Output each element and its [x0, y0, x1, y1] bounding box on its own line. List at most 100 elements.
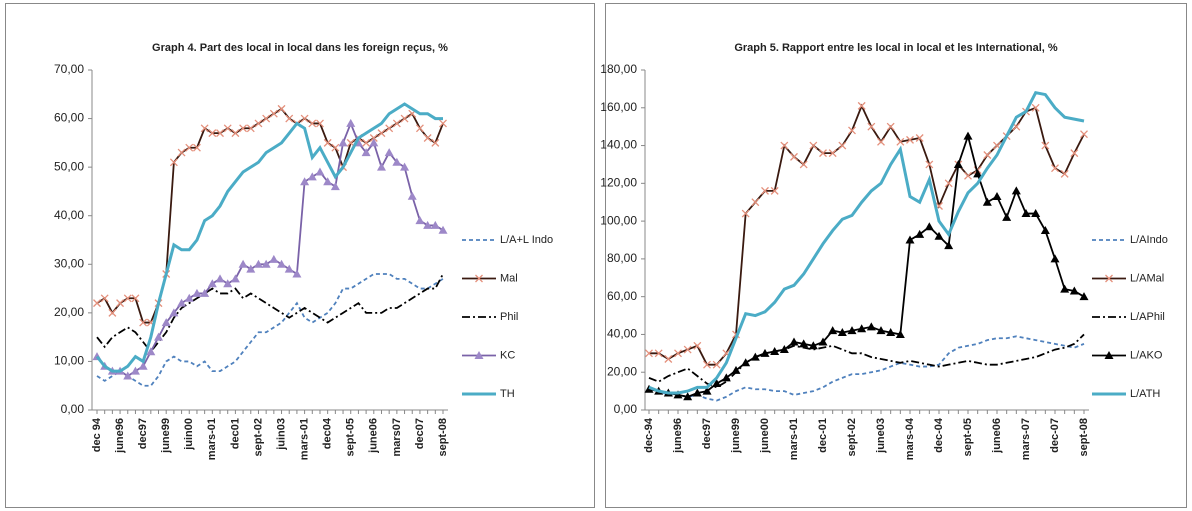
marker	[886, 122, 895, 131]
marker	[925, 160, 934, 169]
marker	[760, 348, 770, 357]
marker	[269, 254, 279, 263]
y-tick-label: 40,00	[607, 327, 637, 341]
x-tick-label: june03	[875, 418, 887, 454]
x-tick-label: june99	[730, 418, 742, 454]
legend-label: L/A+L Indo	[500, 234, 553, 246]
y-tick-label: 0,00	[61, 402, 85, 416]
marker	[1021, 209, 1031, 218]
marker	[239, 124, 248, 133]
marker	[184, 293, 194, 302]
marker	[944, 241, 954, 250]
x-tick-label: mars-07	[1020, 418, 1032, 460]
marker	[693, 341, 702, 350]
marker	[789, 337, 799, 346]
marker	[269, 109, 278, 118]
marker	[1041, 141, 1050, 150]
marker	[761, 186, 769, 195]
marker	[284, 264, 294, 273]
marker	[1060, 284, 1070, 293]
marker	[915, 134, 924, 142]
marker	[828, 326, 838, 335]
marker	[983, 151, 992, 159]
x-tick-label: mars-01	[206, 418, 218, 460]
series-line	[96, 120, 444, 378]
marker	[924, 222, 934, 231]
marker	[877, 137, 885, 146]
marker	[779, 345, 789, 354]
marker	[944, 179, 953, 188]
marker	[702, 386, 712, 395]
marker	[1002, 212, 1012, 221]
chart: Graph 5. Rapport entre les local in loca…	[600, 42, 1168, 460]
marker	[770, 186, 779, 195]
series-line	[648, 333, 1085, 389]
marker	[741, 209, 750, 218]
marker	[254, 119, 263, 128]
marker	[809, 141, 818, 150]
x-tick-label: june96	[672, 418, 684, 454]
x-tick-label: dec-07	[1049, 418, 1061, 453]
marker	[161, 318, 171, 327]
panel-frame	[5, 3, 595, 508]
legend-label: TH	[500, 388, 515, 400]
legend-marker	[1105, 274, 1113, 283]
legend-label: L/ATH	[1130, 388, 1160, 400]
series-line	[96, 273, 444, 354]
marker	[692, 388, 702, 397]
marker	[790, 152, 798, 161]
y-tick-label: 180,00	[600, 62, 637, 76]
y-tick-label: 80,00	[607, 251, 637, 265]
marker	[415, 124, 424, 133]
y-tick-label: 120,00	[600, 176, 637, 190]
panel-frame	[605, 3, 1187, 508]
y-tick-label: 40,00	[54, 208, 84, 222]
marker	[384, 148, 394, 157]
y-tick-label: 140,00	[600, 138, 637, 152]
x-tick-label: june06	[991, 418, 1003, 454]
marker	[331, 143, 340, 152]
legend-marker	[474, 351, 484, 359]
marker	[277, 104, 286, 113]
series-line	[96, 107, 444, 324]
marker	[721, 373, 731, 382]
marker	[1060, 169, 1069, 178]
marker	[200, 288, 210, 297]
y-tick-label: 100,00	[600, 213, 637, 227]
y-tick-label: 10,00	[54, 354, 84, 368]
marker	[837, 328, 847, 337]
marker	[223, 124, 232, 133]
legend-marker	[475, 274, 483, 283]
marker	[154, 332, 164, 341]
x-tick-label: juin00	[183, 418, 195, 451]
marker	[346, 118, 356, 127]
marker	[992, 192, 1002, 201]
marker	[216, 129, 224, 138]
marker	[1051, 164, 1059, 173]
marker	[953, 159, 963, 168]
marker	[362, 138, 371, 147]
y-tick-label: 30,00	[54, 256, 84, 270]
legend-label: KC	[500, 349, 515, 361]
marker	[300, 114, 309, 123]
marker	[138, 361, 148, 370]
marker	[867, 122, 876, 131]
marker	[848, 126, 856, 135]
marker	[654, 349, 663, 358]
x-tick-label: dec04	[322, 417, 334, 449]
x-tick-label: mars-04	[904, 417, 916, 460]
marker	[100, 294, 109, 303]
marker	[292, 269, 302, 278]
y-tick-label: 70,00	[54, 62, 84, 76]
marker	[1031, 103, 1040, 112]
legend-label: Phil	[500, 311, 518, 323]
marker	[438, 225, 448, 234]
x-tick-label: dec97	[701, 418, 713, 449]
marker	[208, 129, 217, 138]
marker	[751, 198, 760, 207]
marker	[407, 191, 417, 200]
marker	[645, 349, 653, 358]
legend-label: L/APhil	[1130, 311, 1165, 323]
x-tick-label: sept-05	[345, 418, 357, 457]
